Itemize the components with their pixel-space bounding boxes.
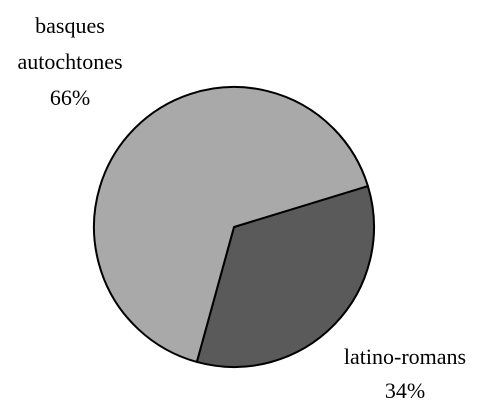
pie-slice-latino-romans [195,185,375,368]
pie-slice-basques-autochtones [93,86,369,363]
slice-value-basques: 66% [50,85,90,110]
slice-label-basques-line1: basques [35,13,105,38]
slice-label-basques-line2: autochtones [17,49,122,74]
pie-slices [93,86,375,368]
slice-label-latino-romans: latino-romans [344,344,466,369]
slice-value-latino-romans: 34% [385,378,425,401]
